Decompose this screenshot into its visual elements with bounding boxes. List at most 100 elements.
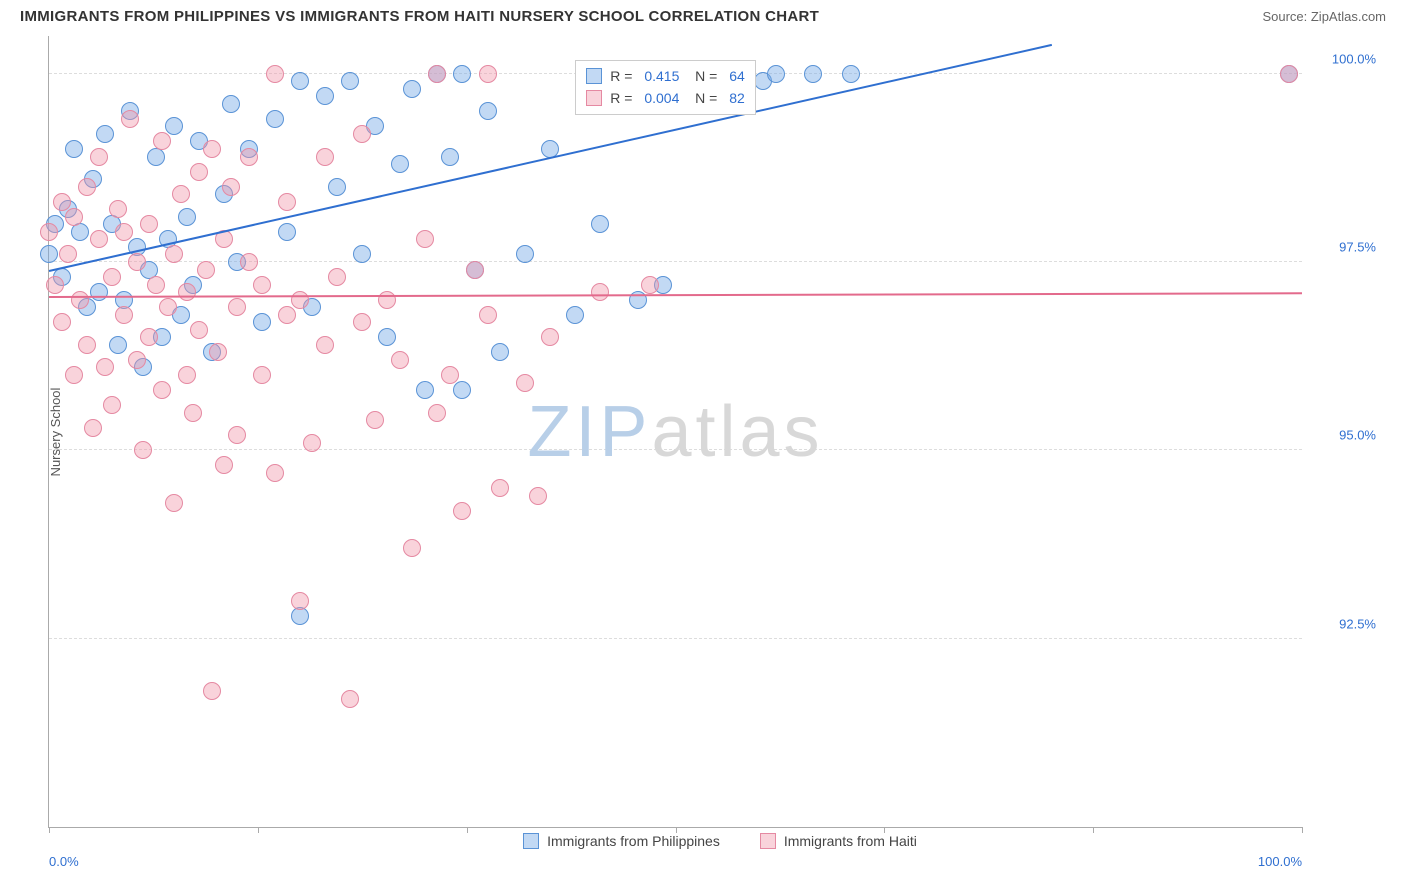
corr-n-value: 82 [725,87,744,109]
data-point [240,253,258,271]
data-point [178,208,196,226]
data-point [78,336,96,354]
data-point [228,298,246,316]
data-point [40,223,58,241]
corr-r-value: 0.004 [640,87,679,109]
data-point [53,193,71,211]
data-point [178,366,196,384]
data-point [253,366,271,384]
data-point [240,148,258,166]
trend-line [49,292,1302,298]
data-point [53,313,71,331]
data-point [128,253,146,271]
data-point [266,65,284,83]
data-point [391,351,409,369]
legend-swatch [760,833,776,849]
correlation-row: R = 0.004 N = 82 [586,87,745,109]
data-point [109,200,127,218]
data-point [366,411,384,429]
data-point [591,215,609,233]
data-point [71,291,89,309]
data-point [353,313,371,331]
data-point [491,479,509,497]
data-point [40,245,58,263]
data-point [190,321,208,339]
data-point [165,245,183,263]
data-point [416,230,434,248]
data-point [516,374,534,392]
data-point [303,434,321,452]
data-point [96,125,114,143]
data-point [353,245,371,263]
legend-label: Immigrants from Haiti [784,833,917,849]
corr-n-label: N = [687,87,717,109]
data-point [316,87,334,105]
data-point [121,110,139,128]
data-point [328,268,346,286]
data-point [209,343,227,361]
data-point [403,539,421,557]
data-point [65,366,83,384]
bottom-legend: Immigrants from PhilippinesImmigrants fr… [48,833,1392,849]
y-tick-label: 95.0% [1339,428,1376,443]
data-point [103,268,121,286]
data-point [316,148,334,166]
corr-r-value: 0.415 [640,65,679,87]
data-point [128,351,146,369]
data-point [140,328,158,346]
data-point [222,95,240,113]
data-point [842,65,860,83]
data-point [341,72,359,90]
data-point [115,223,133,241]
data-point [403,80,421,98]
series-swatch [586,68,602,84]
corr-n-label: N = [687,65,717,87]
source-label: Source: ZipAtlas.com [1262,9,1386,24]
data-point [109,336,127,354]
data-point [184,404,202,422]
data-point [266,464,284,482]
data-point [215,456,233,474]
data-point [453,65,471,83]
data-point [222,178,240,196]
data-point [190,163,208,181]
y-tick-label: 100.0% [1332,51,1376,66]
data-point [165,117,183,135]
data-point [453,502,471,520]
data-point [441,366,459,384]
chart-header: IMMIGRANTS FROM PHILIPPINES VS IMMIGRANT… [0,0,1406,29]
data-point [228,426,246,444]
data-point [96,358,114,376]
data-point [1280,65,1298,83]
data-point [253,313,271,331]
plot-region: Nursery School ZIPatlas 92.5%95.0%97.5%1… [48,36,1302,828]
data-point [153,132,171,150]
data-point [103,396,121,414]
data-point [178,283,196,301]
x-tick-label-left: 0.0% [49,854,79,869]
data-point [253,276,271,294]
data-point [529,487,547,505]
data-point [65,140,83,158]
data-point [159,298,177,316]
data-point [479,65,497,83]
data-point [172,185,190,203]
series-swatch [586,90,602,106]
data-point [203,140,221,158]
data-point [291,291,309,309]
correlation-row: R = 0.415 N = 64 [586,65,745,87]
watermark: ZIPatlas [527,391,823,473]
legend-item: Immigrants from Haiti [760,833,917,849]
data-point [197,261,215,279]
data-point [65,208,83,226]
data-point [328,178,346,196]
data-point [516,245,534,263]
data-point [46,276,64,294]
corr-r-label: R = [610,87,632,109]
data-point [278,223,296,241]
x-tick-label-right: 100.0% [1258,854,1302,869]
data-point [84,419,102,437]
y-axis-label: Nursery School [48,387,63,476]
data-point [378,291,396,309]
y-tick-label: 97.5% [1339,240,1376,255]
